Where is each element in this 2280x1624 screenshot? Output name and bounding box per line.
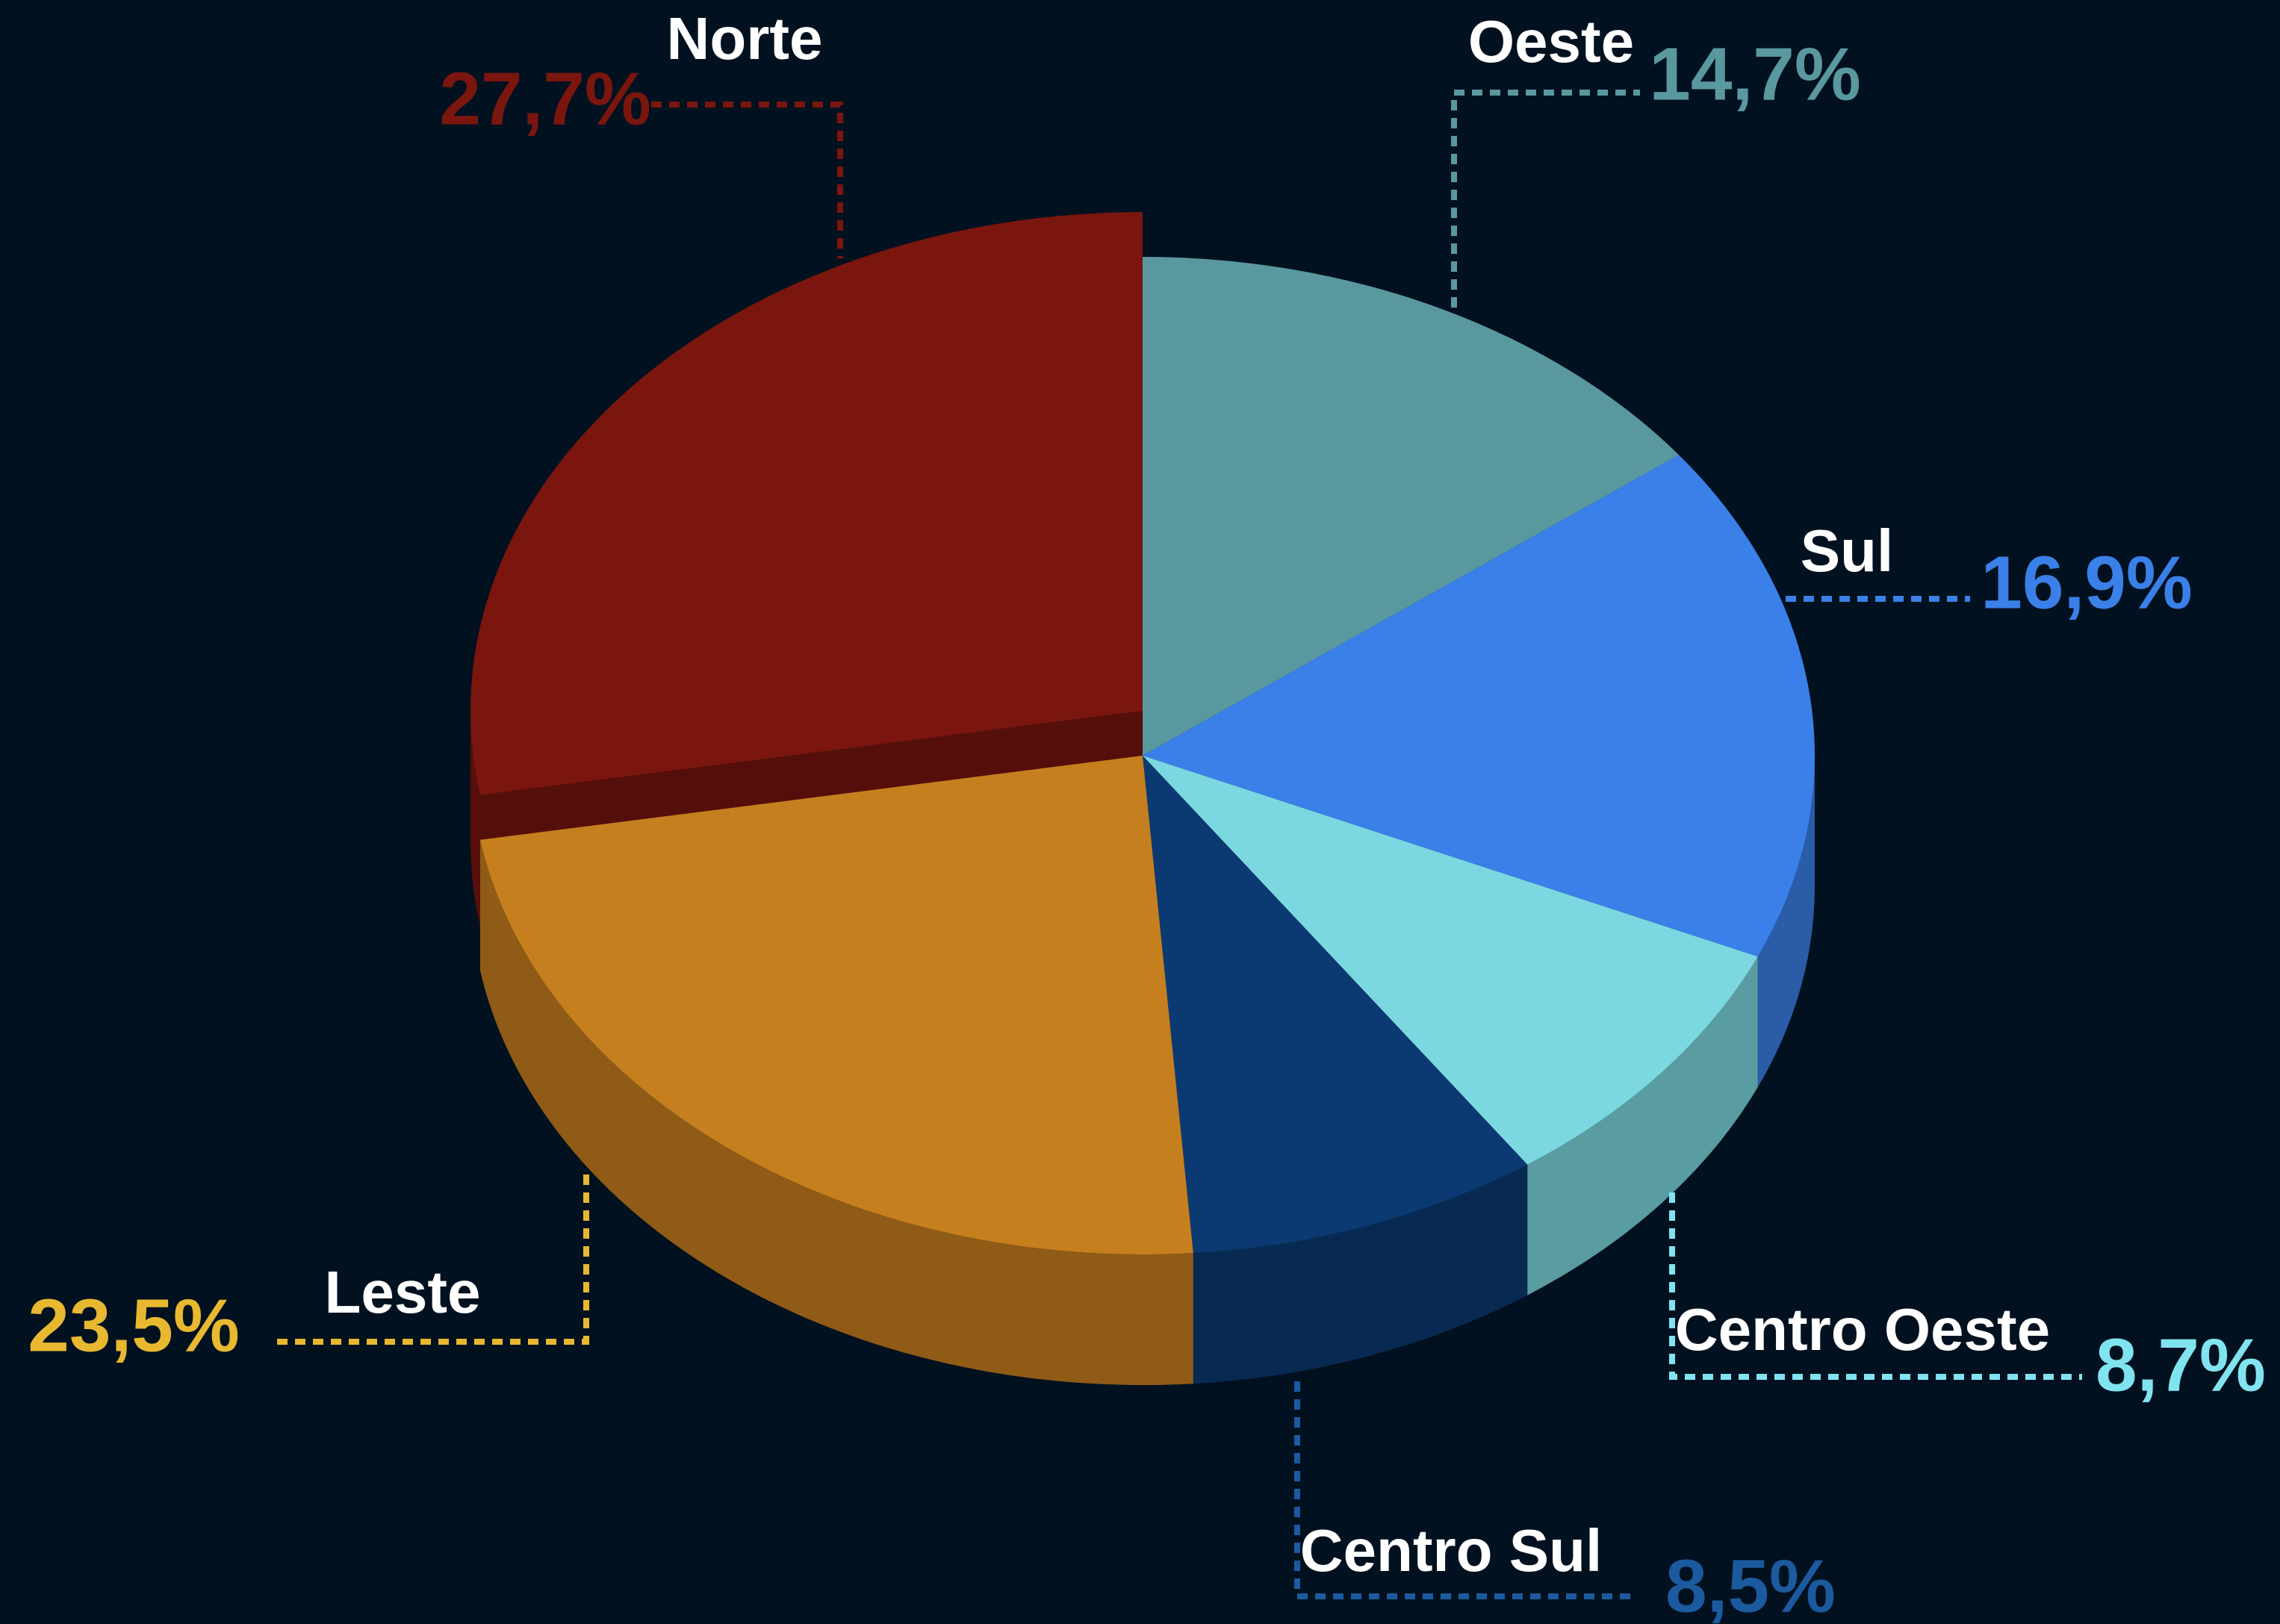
slice-value-label: 16,9% [1981, 541, 2193, 624]
leader-line [1294, 1381, 1636, 1599]
slice-side [470, 711, 480, 926]
slice-value-label: 8,5% [1665, 1544, 1836, 1624]
slice-name: Centro Oeste [1675, 1296, 2050, 1363]
slice-side [479, 839, 1193, 1385]
slice [1143, 455, 1815, 957]
slice-side [1193, 1164, 1528, 1384]
slice-name: Oeste [1468, 8, 1634, 75]
pie-tops [470, 212, 1815, 1254]
slice-name: Sul [1801, 517, 1893, 584]
slice-value-label: 8,7% [2096, 1323, 2266, 1407]
leader-line [1451, 90, 1640, 308]
slice-value-label: 27,7% [439, 57, 651, 140]
pie-sides [470, 711, 1815, 1385]
slice-name: Centro Sul [1300, 1517, 1602, 1584]
slice-value-label: 23,5% [28, 1284, 240, 1367]
slice-side [1527, 956, 1758, 1295]
slice [1143, 756, 1758, 1165]
slice-name: Leste [325, 1259, 481, 1325]
labels: Oeste 14,7% Sul 16,9% Centro Oeste 8,7% Centro… [28, 5, 2266, 1624]
slice-cut [479, 711, 1143, 841]
slice [1143, 257, 1680, 756]
slice-side [1757, 756, 1815, 1088]
slice [479, 756, 1193, 1254]
leader-line [651, 102, 843, 258]
slice [1143, 756, 1528, 1254]
slice-value-label: 14,7% [1649, 32, 1861, 116]
slice-name: Norte [667, 5, 823, 72]
slice [470, 212, 1143, 795]
leader-line [273, 1175, 589, 1345]
leader-line [1669, 1192, 2082, 1380]
